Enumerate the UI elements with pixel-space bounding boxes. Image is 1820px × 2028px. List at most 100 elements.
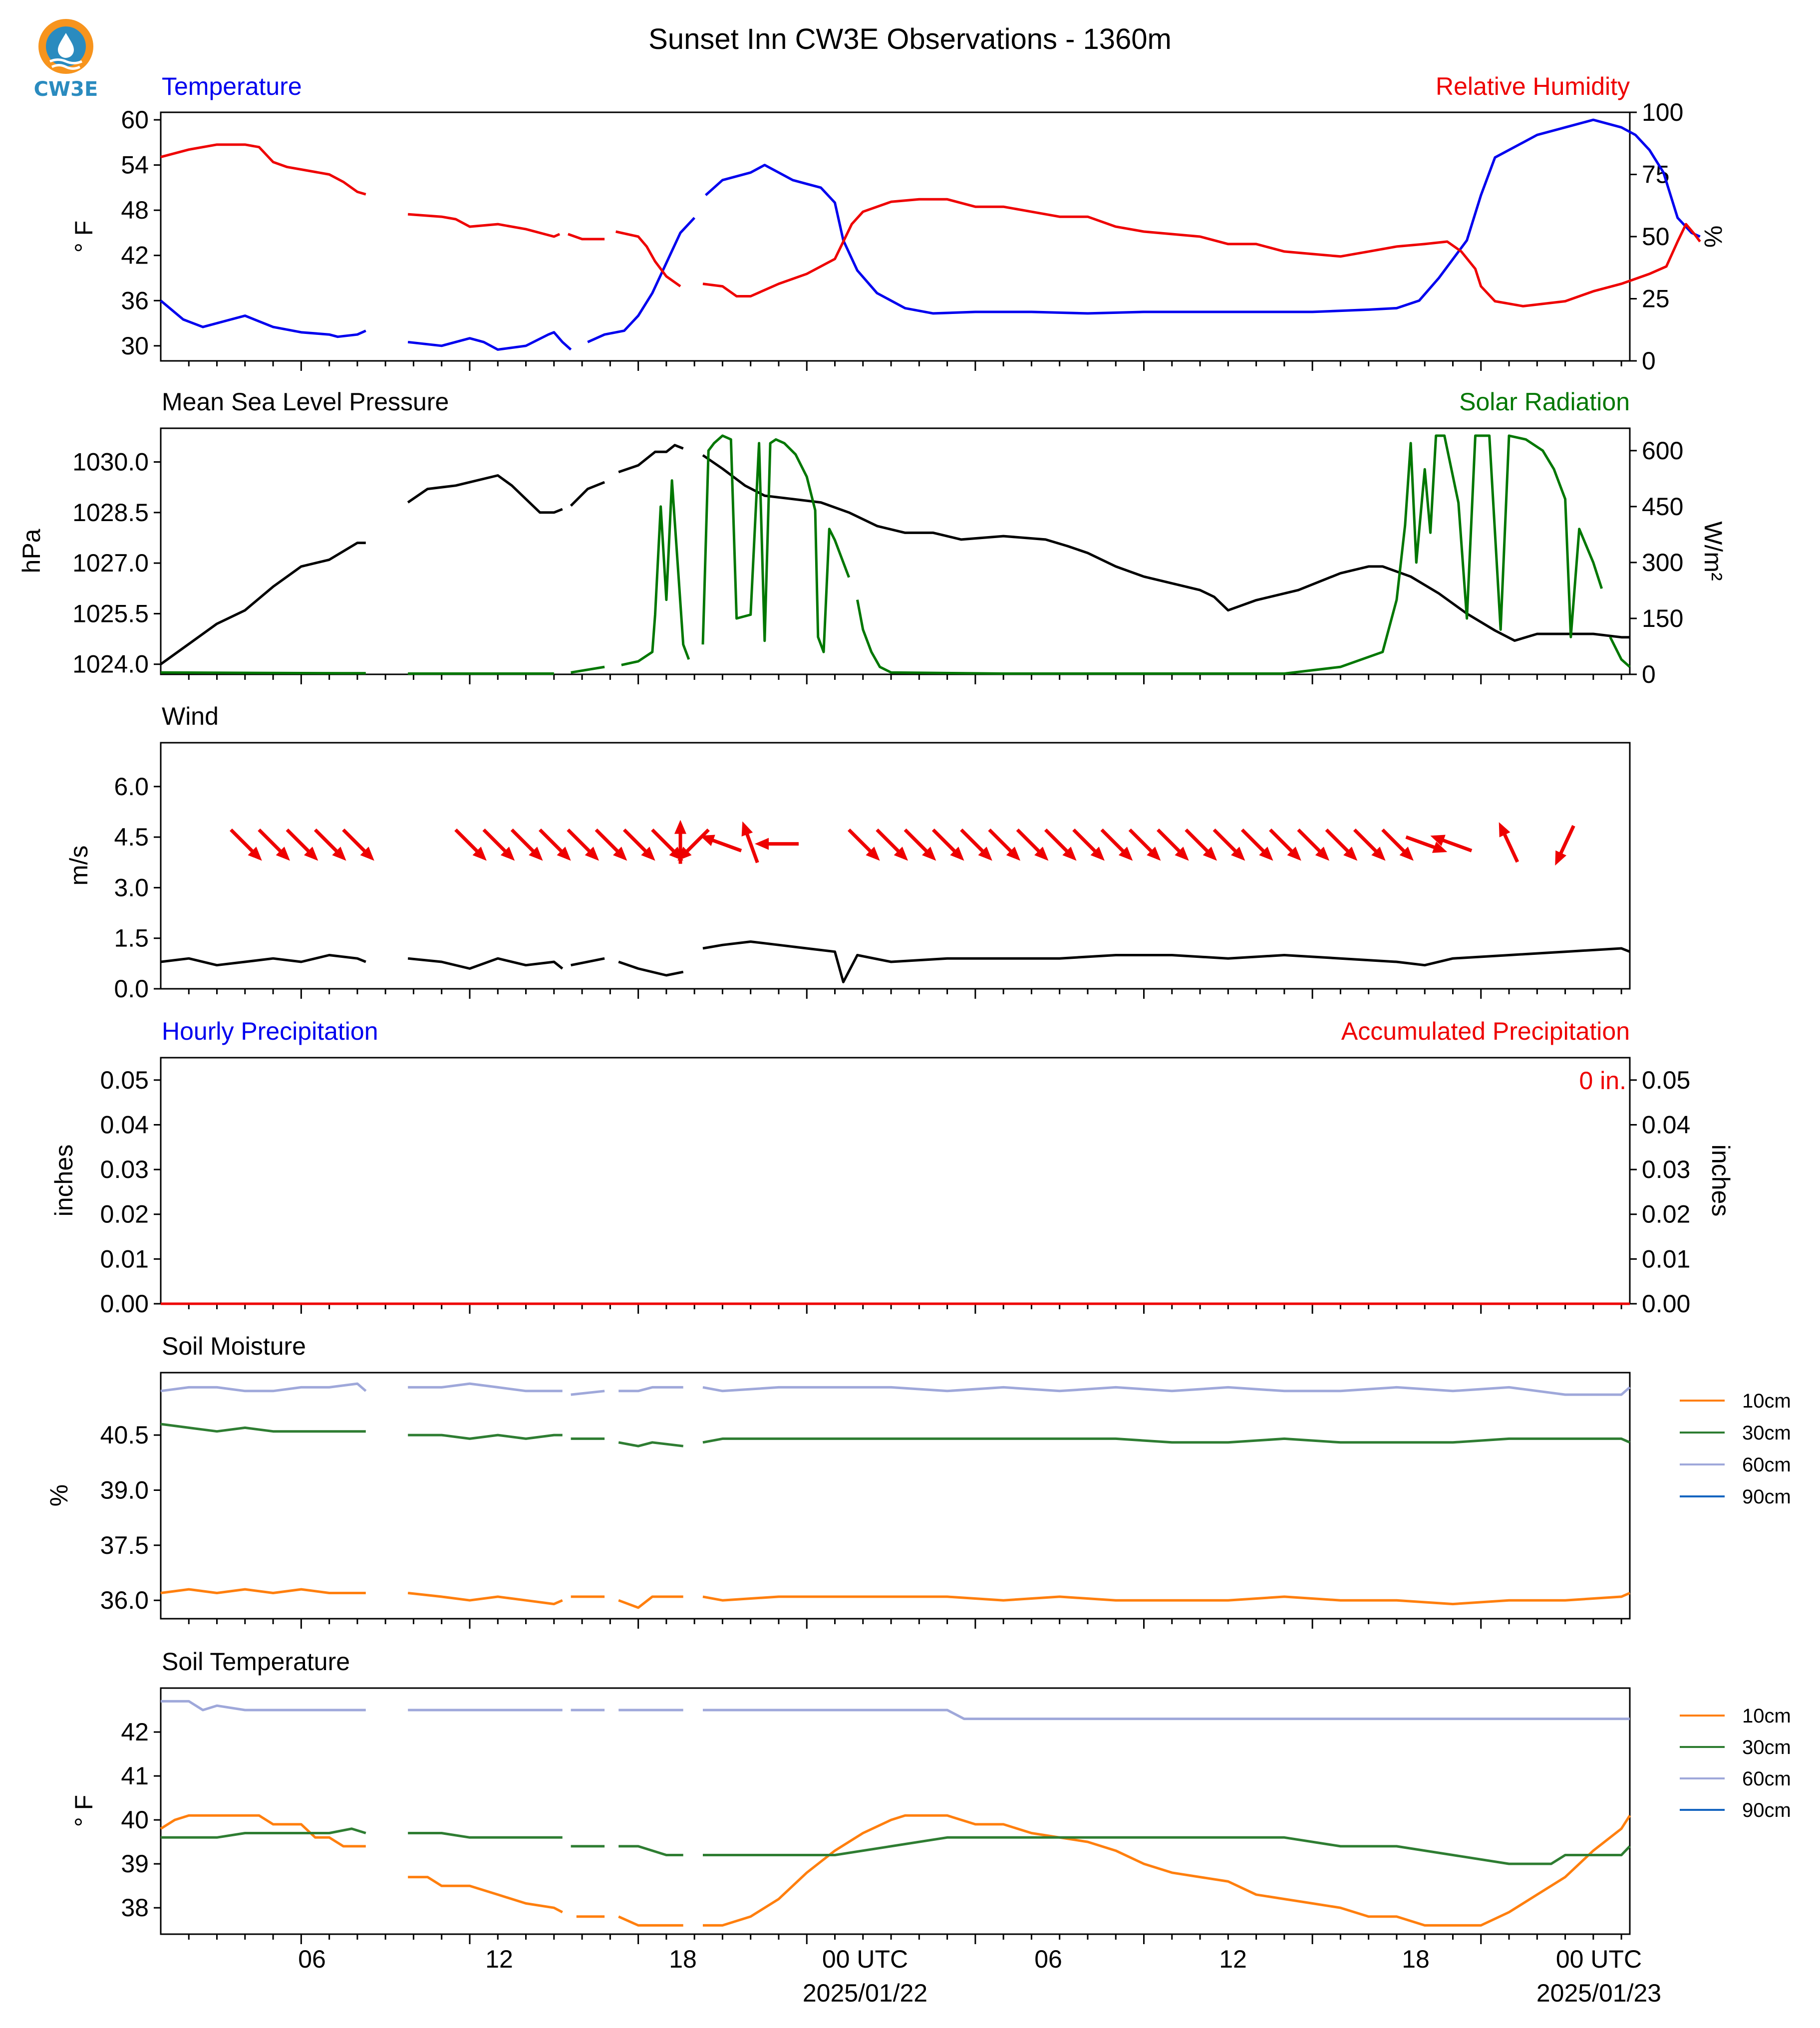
rh-panel-label: Relative Humidity bbox=[1436, 72, 1630, 100]
x-tick-label: 00 UTC bbox=[822, 1945, 908, 1973]
wind-arrow-head bbox=[1499, 822, 1511, 838]
wind-arrow bbox=[651, 828, 683, 861]
y-tick-label: 40 bbox=[121, 1806, 149, 1834]
wind-arrow bbox=[1325, 828, 1358, 861]
wind-arrow-head bbox=[1090, 847, 1105, 861]
wind-arrow-head bbox=[360, 847, 374, 861]
legend-label: 30cm bbox=[1742, 1737, 1791, 1758]
series-line-wind-speed bbox=[160, 940, 1630, 983]
wind-panel-frame bbox=[160, 742, 1631, 990]
x-tick-label: 12 bbox=[485, 1945, 513, 1973]
series-line-10cm bbox=[160, 1814, 1631, 1927]
legend-label: 10cm bbox=[1742, 1390, 1791, 1412]
wind-arrow bbox=[595, 828, 627, 861]
y-tick-label: 39 bbox=[121, 1850, 149, 1878]
soil-temp-panel-frame bbox=[160, 1687, 1631, 1935]
wind-arrow bbox=[510, 828, 543, 861]
series-line-60cm bbox=[160, 1382, 1631, 1396]
wind-arrow-head bbox=[674, 820, 686, 834]
soil-moisture-label: Soil Moisture bbox=[162, 1332, 306, 1360]
wind-arrow bbox=[1297, 828, 1330, 861]
wind-arrow-head bbox=[332, 847, 346, 861]
wind-arrow-head bbox=[585, 847, 599, 861]
wind-arrow-head bbox=[529, 847, 543, 861]
wind-arrow bbox=[741, 821, 759, 864]
y-tick-label-right: 0.01 bbox=[1642, 1245, 1690, 1273]
y-tick-label: 39.0 bbox=[100, 1476, 149, 1504]
wind-arrow bbox=[1185, 828, 1217, 861]
soil-temp-legend: 10cm 30cm 60cm 90cm bbox=[1680, 1705, 1791, 1821]
wind-arrow bbox=[1240, 828, 1273, 861]
precip-ylabel: inches bbox=[50, 1145, 78, 1217]
accum-precip-label: Accumulated Precipitation bbox=[1341, 1017, 1630, 1045]
y-tick-label: 0.02 bbox=[100, 1200, 149, 1228]
series-line-solar-radiation bbox=[160, 434, 1631, 675]
wind-arrow-head bbox=[1231, 847, 1245, 861]
wind-arrow-head bbox=[1555, 850, 1566, 866]
x-tick-label: 12 bbox=[1219, 1945, 1247, 1973]
wind-arrow bbox=[230, 828, 262, 861]
wind-arrow bbox=[1213, 828, 1245, 861]
legend-label: 90cm bbox=[1742, 1486, 1791, 1508]
soil-moisture-ylabel: % bbox=[45, 1484, 73, 1506]
wind-arrow-head bbox=[304, 847, 318, 861]
wind-arrow bbox=[700, 835, 742, 853]
hourly-precip-label: Hourly Precipitation bbox=[162, 1017, 378, 1045]
wind-arrow bbox=[622, 828, 655, 861]
wind-arrow-head bbox=[1062, 847, 1077, 861]
logo-text: CW3E bbox=[33, 78, 98, 101]
wind-arrow-head bbox=[1203, 847, 1217, 861]
y-tick-label-right: 0.02 bbox=[1642, 1200, 1690, 1228]
wind-arrow bbox=[1381, 828, 1414, 861]
wind-arrow-head bbox=[1259, 847, 1273, 861]
precip-total-label: 0 in. bbox=[1579, 1067, 1626, 1095]
wind-arrow-head bbox=[1175, 847, 1189, 861]
wind-arrow-head bbox=[1287, 847, 1301, 861]
wind-arrow-head bbox=[276, 847, 290, 861]
rh-ylabel: % bbox=[1699, 226, 1727, 248]
y-tick-label: 0.0 bbox=[114, 975, 149, 1003]
soil-temp-label: Soil Temperature bbox=[162, 1648, 350, 1676]
wind-arrow bbox=[342, 828, 374, 861]
y-tick-label-right: 0.04 bbox=[1642, 1111, 1690, 1139]
wind-ylabel: m/s bbox=[65, 846, 93, 886]
series-line-mean-sea-level-pressure bbox=[160, 444, 1630, 665]
wind-arrow bbox=[1405, 835, 1448, 853]
wind-arrow-head bbox=[472, 847, 487, 861]
wind-arrow-head bbox=[613, 847, 627, 861]
wind-arrow bbox=[1044, 828, 1077, 861]
y-tick-label-right: 0 bbox=[1642, 347, 1656, 375]
y-tick-label: 37.5 bbox=[100, 1531, 149, 1559]
cw3e-logo: CW3E bbox=[26, 14, 106, 109]
y-tick-label-right: 25 bbox=[1642, 285, 1670, 313]
y-tick-label: 4.5 bbox=[114, 823, 149, 851]
wind-arrow bbox=[1016, 828, 1049, 861]
data-series bbox=[160, 118, 1701, 1927]
wind-arrow-head bbox=[755, 838, 769, 850]
y-tick-label: 0.04 bbox=[100, 1111, 149, 1139]
y-tick-label: 30 bbox=[121, 332, 149, 360]
x-tick-label: 06 bbox=[298, 1945, 326, 1973]
precip-panel-frame bbox=[160, 1057, 1631, 1305]
series-line-60cm bbox=[161, 1700, 1630, 1721]
wind-arrow bbox=[1499, 822, 1519, 863]
wind-arrow bbox=[1128, 828, 1161, 861]
wind-arrow bbox=[1269, 828, 1301, 861]
legend-label: 60cm bbox=[1742, 1768, 1791, 1790]
wind-arrow bbox=[904, 828, 936, 861]
soil-moisture-panel-frame bbox=[160, 1372, 1631, 1620]
legend-label: 30cm bbox=[1742, 1422, 1791, 1444]
wind-arrow-head bbox=[1343, 847, 1358, 861]
wind-arrow bbox=[539, 828, 571, 861]
wind-panel-label: Wind bbox=[162, 702, 219, 730]
wind-arrow bbox=[258, 828, 290, 861]
x-date-label: 2025/01/23 bbox=[1536, 1979, 1661, 2007]
wind-arrow bbox=[1430, 835, 1473, 853]
series-line-30cm bbox=[160, 1423, 1631, 1448]
wind-arrow-head bbox=[1118, 847, 1133, 861]
wind-arrow bbox=[286, 828, 318, 861]
y-tick-label: 6.0 bbox=[114, 773, 149, 801]
soil-temp-ylabel: ° F bbox=[70, 1795, 98, 1827]
pressure-ylabel: hPa bbox=[17, 529, 45, 573]
temp-ylabel: ° F bbox=[70, 221, 98, 253]
